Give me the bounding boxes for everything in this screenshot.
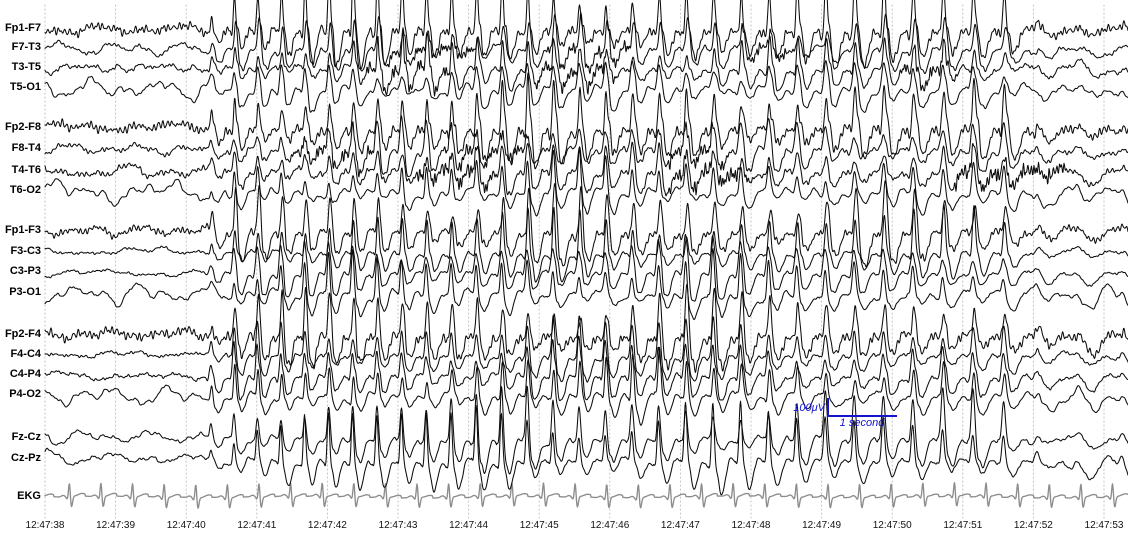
scale-time-label: 1 second <box>839 417 885 429</box>
time-tick-label: 12:47:51 <box>943 520 983 531</box>
channel-label-cz-pz: Cz-Pz <box>11 452 41 464</box>
scale-marker-vertical-line <box>827 398 829 416</box>
channel-label-c4-p4: C4-P4 <box>9 368 41 380</box>
scale-amplitude-label: 100μV <box>793 402 825 414</box>
time-tick-label: 12:47:52 <box>1013 520 1053 531</box>
channel-label-f3-c3: F3-C3 <box>10 245 41 257</box>
channel-label-t3-t5: T3-T5 <box>11 61 41 73</box>
time-tick-label: 12:47:41 <box>237 520 277 531</box>
time-tick-label: 12:47:46 <box>590 520 630 531</box>
time-tick-label: 12:47:50 <box>872 520 912 531</box>
time-tick-label: 12:47:49 <box>802 520 842 531</box>
channel-label-fp2-f8: Fp2-F8 <box>4 121 41 133</box>
channel-label-t4-t6: T4-T6 <box>11 164 41 176</box>
scale-marker-horizontal-line <box>827 415 897 417</box>
channel-label-fp1-f3: Fp1-F3 <box>4 224 41 236</box>
channel-label-fp1-f7: Fp1-F7 <box>4 22 41 34</box>
time-tick-label: 12:47:48 <box>731 520 771 531</box>
time-tick-label: 12:47:43 <box>378 520 418 531</box>
time-tick-label: 12:47:45 <box>519 520 559 531</box>
time-tick-label: 12:47:53 <box>1084 520 1124 531</box>
time-tick-label: 12:47:42 <box>307 520 347 531</box>
time-tick-label: 12:47:44 <box>449 520 489 531</box>
channel-label-p4-o2: P4-O2 <box>9 388 41 400</box>
channel-label-p3-o1: P3-O1 <box>9 286 41 298</box>
time-tick-label: 12:47:38 <box>25 520 65 531</box>
channel-label-c3-p3: C3-P3 <box>9 265 41 277</box>
channel-label-ekg: EKG <box>17 490 41 502</box>
channel-label-fp2-f4: Fp2-F4 <box>4 328 41 340</box>
channel-label-t6-o2: T6-O2 <box>9 184 41 196</box>
channel-label-t5-o1: T5-O1 <box>9 81 41 93</box>
channel-label-f4-c4: F4-C4 <box>10 348 41 360</box>
channel-label-f7-t3: F7-T3 <box>11 41 41 53</box>
channel-label-f8-t4: F8-T4 <box>11 142 41 154</box>
time-tick-label: 12:47:39 <box>96 520 136 531</box>
time-tick-label: 12:47:40 <box>166 520 206 531</box>
time-tick-label: 12:47:47 <box>660 520 700 531</box>
channel-label-fz-cz: Fz-Cz <box>11 431 41 443</box>
